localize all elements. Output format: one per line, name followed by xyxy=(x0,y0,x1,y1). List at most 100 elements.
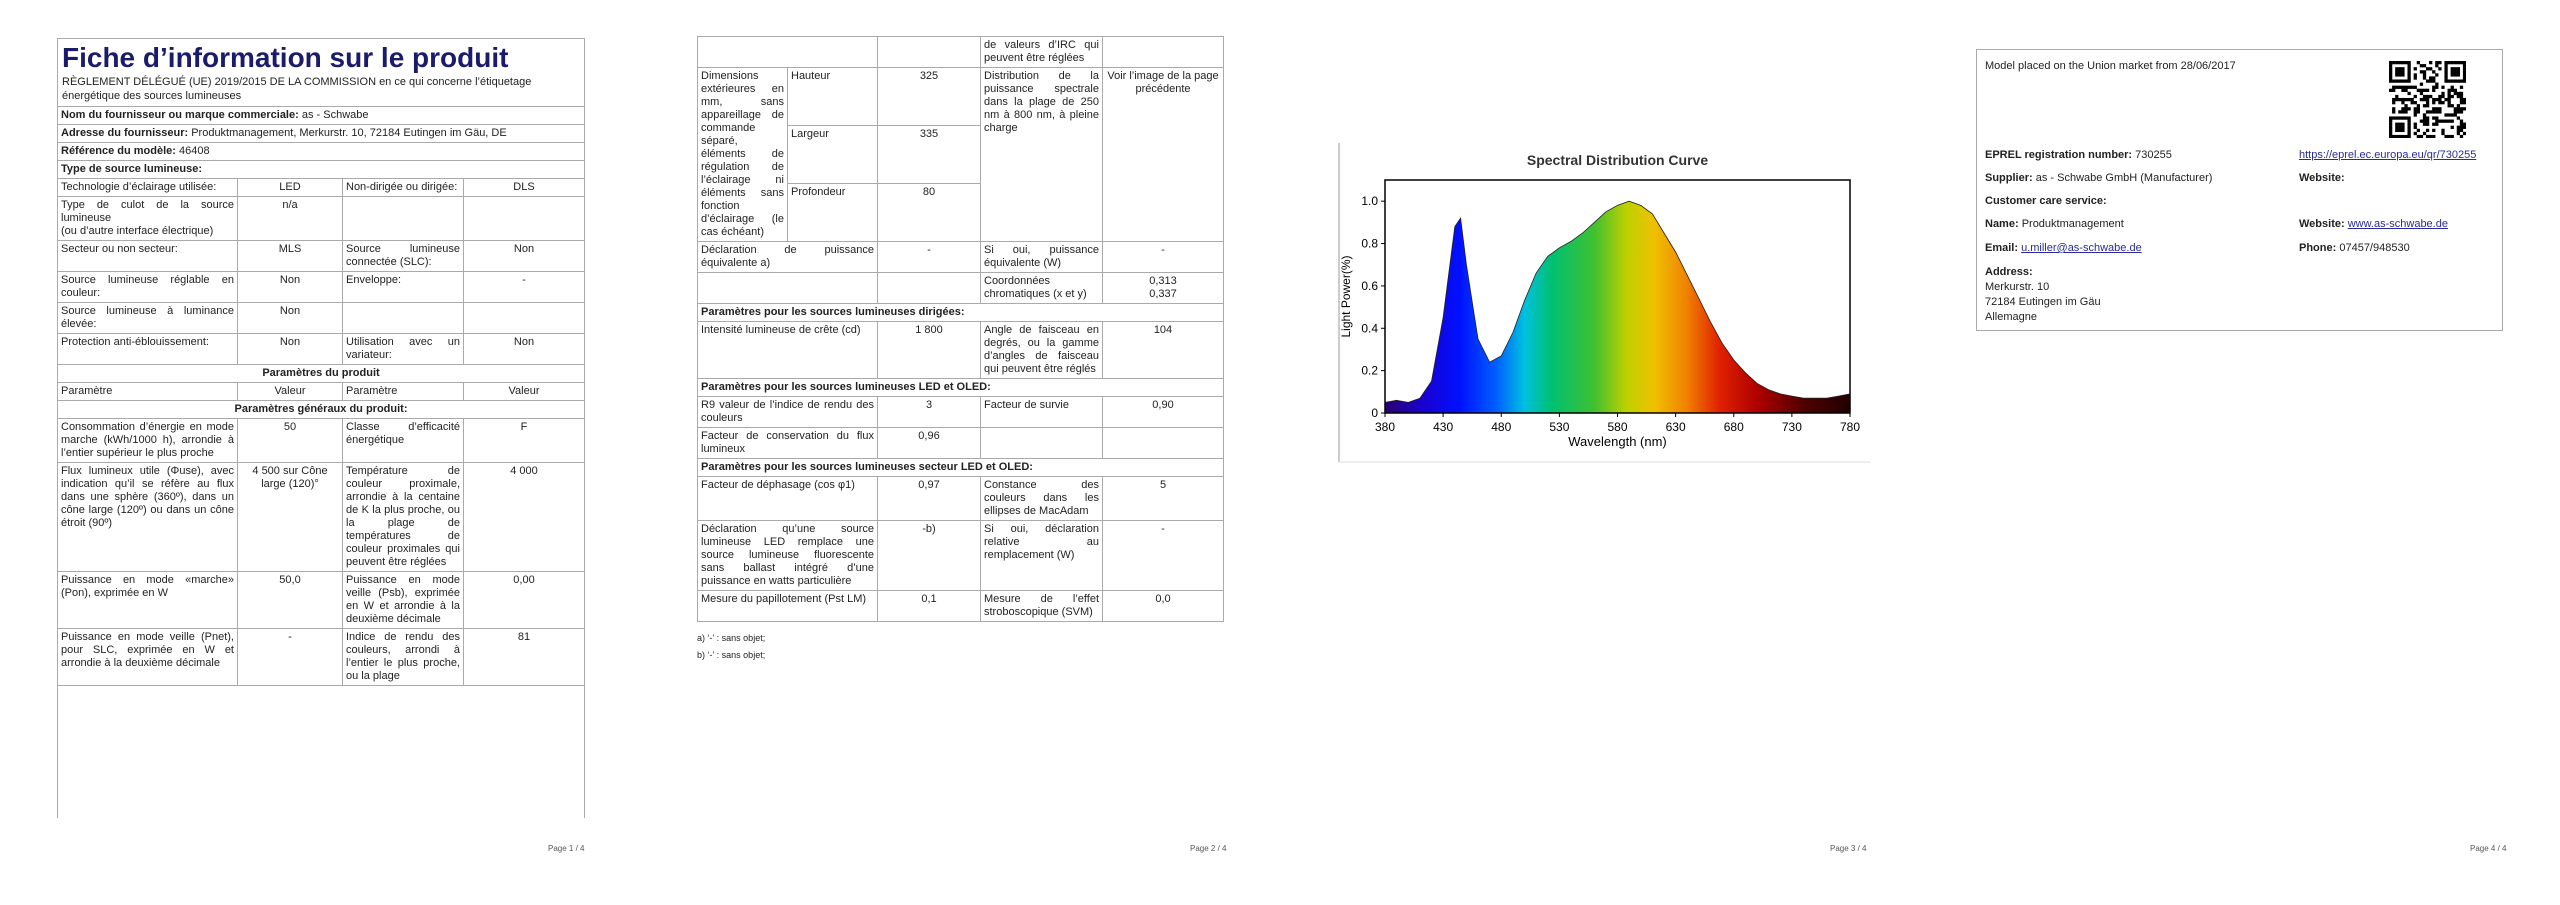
qr-module xyxy=(2435,119,2439,123)
label: Adresse du fournisseur: xyxy=(61,127,189,139)
x-tick-label: 480 xyxy=(1491,420,1511,434)
qr-module xyxy=(2392,61,2396,65)
qr-module xyxy=(2413,131,2417,136)
qr-module xyxy=(2407,85,2411,89)
qr-module xyxy=(2459,91,2464,96)
qr-module xyxy=(2395,94,2399,99)
row: Déclaration qu’une source lumineuse LED … xyxy=(697,520,1224,591)
cell: Déclaration qu’une source lumineuse LED … xyxy=(697,520,878,591)
cell: Référence du modèle: 46408 xyxy=(58,142,584,161)
cell: Profondeur xyxy=(787,183,878,242)
footnote: b) ‘-’ : sans objet; xyxy=(697,650,766,660)
qr-module xyxy=(2413,76,2417,80)
qr-module xyxy=(2389,88,2393,92)
qr-module xyxy=(2419,70,2424,74)
qr-module xyxy=(2444,97,2448,102)
page-2: de valeurs d’IRC qui peuvent être réglée… xyxy=(697,36,1224,664)
page-number: Page 1 / 4 xyxy=(548,844,585,853)
qr-module xyxy=(2456,70,2461,74)
qr-module xyxy=(2453,110,2457,114)
section-heading: Paramètres pour les sources lumineuses s… xyxy=(697,458,1224,477)
qr-module xyxy=(2392,107,2396,111)
qr-module xyxy=(2453,73,2457,77)
qr-module xyxy=(2462,61,2466,65)
qr-module xyxy=(2438,94,2442,99)
qr-module xyxy=(2398,134,2402,138)
qr-module xyxy=(2401,122,2405,126)
qr-module xyxy=(2407,122,2411,126)
link[interactable]: u.miller@as-schwabe.de xyxy=(2021,242,2142,254)
x-tick-label: 780 xyxy=(1840,420,1860,434)
spectrum-curve xyxy=(1384,200,1851,403)
qr-module xyxy=(2438,97,2442,102)
cell: Non xyxy=(237,333,343,365)
cell: n/a xyxy=(237,196,343,241)
qr-module xyxy=(2453,107,2457,111)
cell: Type de culot de la source lumineuse (ou … xyxy=(58,196,238,241)
qr-module xyxy=(2413,67,2417,71)
qr-module xyxy=(2450,88,2454,92)
qr-module xyxy=(2419,64,2424,68)
qr-module xyxy=(2447,97,2451,102)
qr-module xyxy=(2422,73,2427,77)
label: Référence du modèle: xyxy=(61,145,176,157)
qr-module xyxy=(2432,134,2436,138)
cell: MLS xyxy=(237,240,343,272)
cell: 50 xyxy=(237,418,343,463)
cell: Nom du fournisseur ou marque commerciale… xyxy=(58,106,584,125)
link[interactable]: https://eprel.ec.europa.eu/qr/730255 xyxy=(2299,149,2477,161)
qr-module xyxy=(2398,97,2402,102)
qr-module xyxy=(2435,73,2439,77)
qr-module xyxy=(2432,107,2436,111)
row: Facteur de déphasage (cos φ1) 0,97 Constan… xyxy=(697,476,1224,521)
row: Nom du fournisseur ou marque commerciale… xyxy=(58,106,584,125)
qr-module xyxy=(2435,82,2439,86)
cell: 80 xyxy=(877,183,981,242)
qr-module xyxy=(2395,67,2399,71)
qr-module xyxy=(2453,88,2457,92)
qr-module xyxy=(2422,88,2427,92)
value: as - Schwabe GmbH (Manufacturer) xyxy=(2035,172,2213,184)
row: Consommation d’énergie en mode marche (k… xyxy=(58,418,584,463)
qr-module xyxy=(2444,73,2448,77)
qr-module xyxy=(2462,76,2466,80)
qr-module xyxy=(2441,101,2445,105)
qr-module xyxy=(2407,73,2411,77)
qr-module xyxy=(2413,73,2417,77)
qr-module xyxy=(2462,64,2466,68)
qr-module xyxy=(2462,67,2466,71)
row: Source lumineuse à luminance élevée: Non xyxy=(58,302,584,334)
qr-module xyxy=(2395,134,2399,138)
qr-module xyxy=(2450,134,2454,138)
qr-module xyxy=(2404,85,2408,89)
x-tick-label: 630 xyxy=(1666,420,1686,434)
cell: Si oui, déclaration relative au remplace… xyxy=(980,520,1103,591)
empty-cell xyxy=(463,196,584,241)
link[interactable]: www.as-schwabe.de xyxy=(2347,218,2448,230)
empty-cell xyxy=(1102,427,1224,459)
label: Supplier: xyxy=(1985,172,2033,184)
cell: 0,0 xyxy=(1102,590,1224,622)
row: Flux lumineux utile (Φuse), avec indicat… xyxy=(58,462,584,572)
qr-module xyxy=(2389,128,2393,133)
qr-module xyxy=(2456,116,2461,120)
page-1: Fiche d’information sur le produit RÈGLE… xyxy=(57,38,585,818)
qr-module xyxy=(2401,107,2405,111)
qr-module xyxy=(2392,97,2396,102)
qr-module xyxy=(2389,134,2393,138)
y-tick-label: 0.4 xyxy=(1361,321,1378,335)
cell: Si oui, puissance équivalente (W) xyxy=(980,241,1103,273)
cell: Paramètre xyxy=(342,382,464,401)
qr-module xyxy=(2447,61,2451,65)
qr-module xyxy=(2395,125,2399,129)
cell: Distribution de la puissance spectrale d… xyxy=(980,67,1103,242)
x-tick-label: 430 xyxy=(1433,420,1453,434)
qr-module xyxy=(2398,85,2402,89)
qr-module xyxy=(2407,79,2411,83)
qr-module xyxy=(2456,128,2461,133)
qr-module xyxy=(2432,122,2436,126)
qr-module xyxy=(2395,128,2399,133)
qr-module xyxy=(2456,107,2461,111)
page-number: Page 4 / 4 xyxy=(2470,844,2507,853)
qr-module xyxy=(2438,67,2442,71)
